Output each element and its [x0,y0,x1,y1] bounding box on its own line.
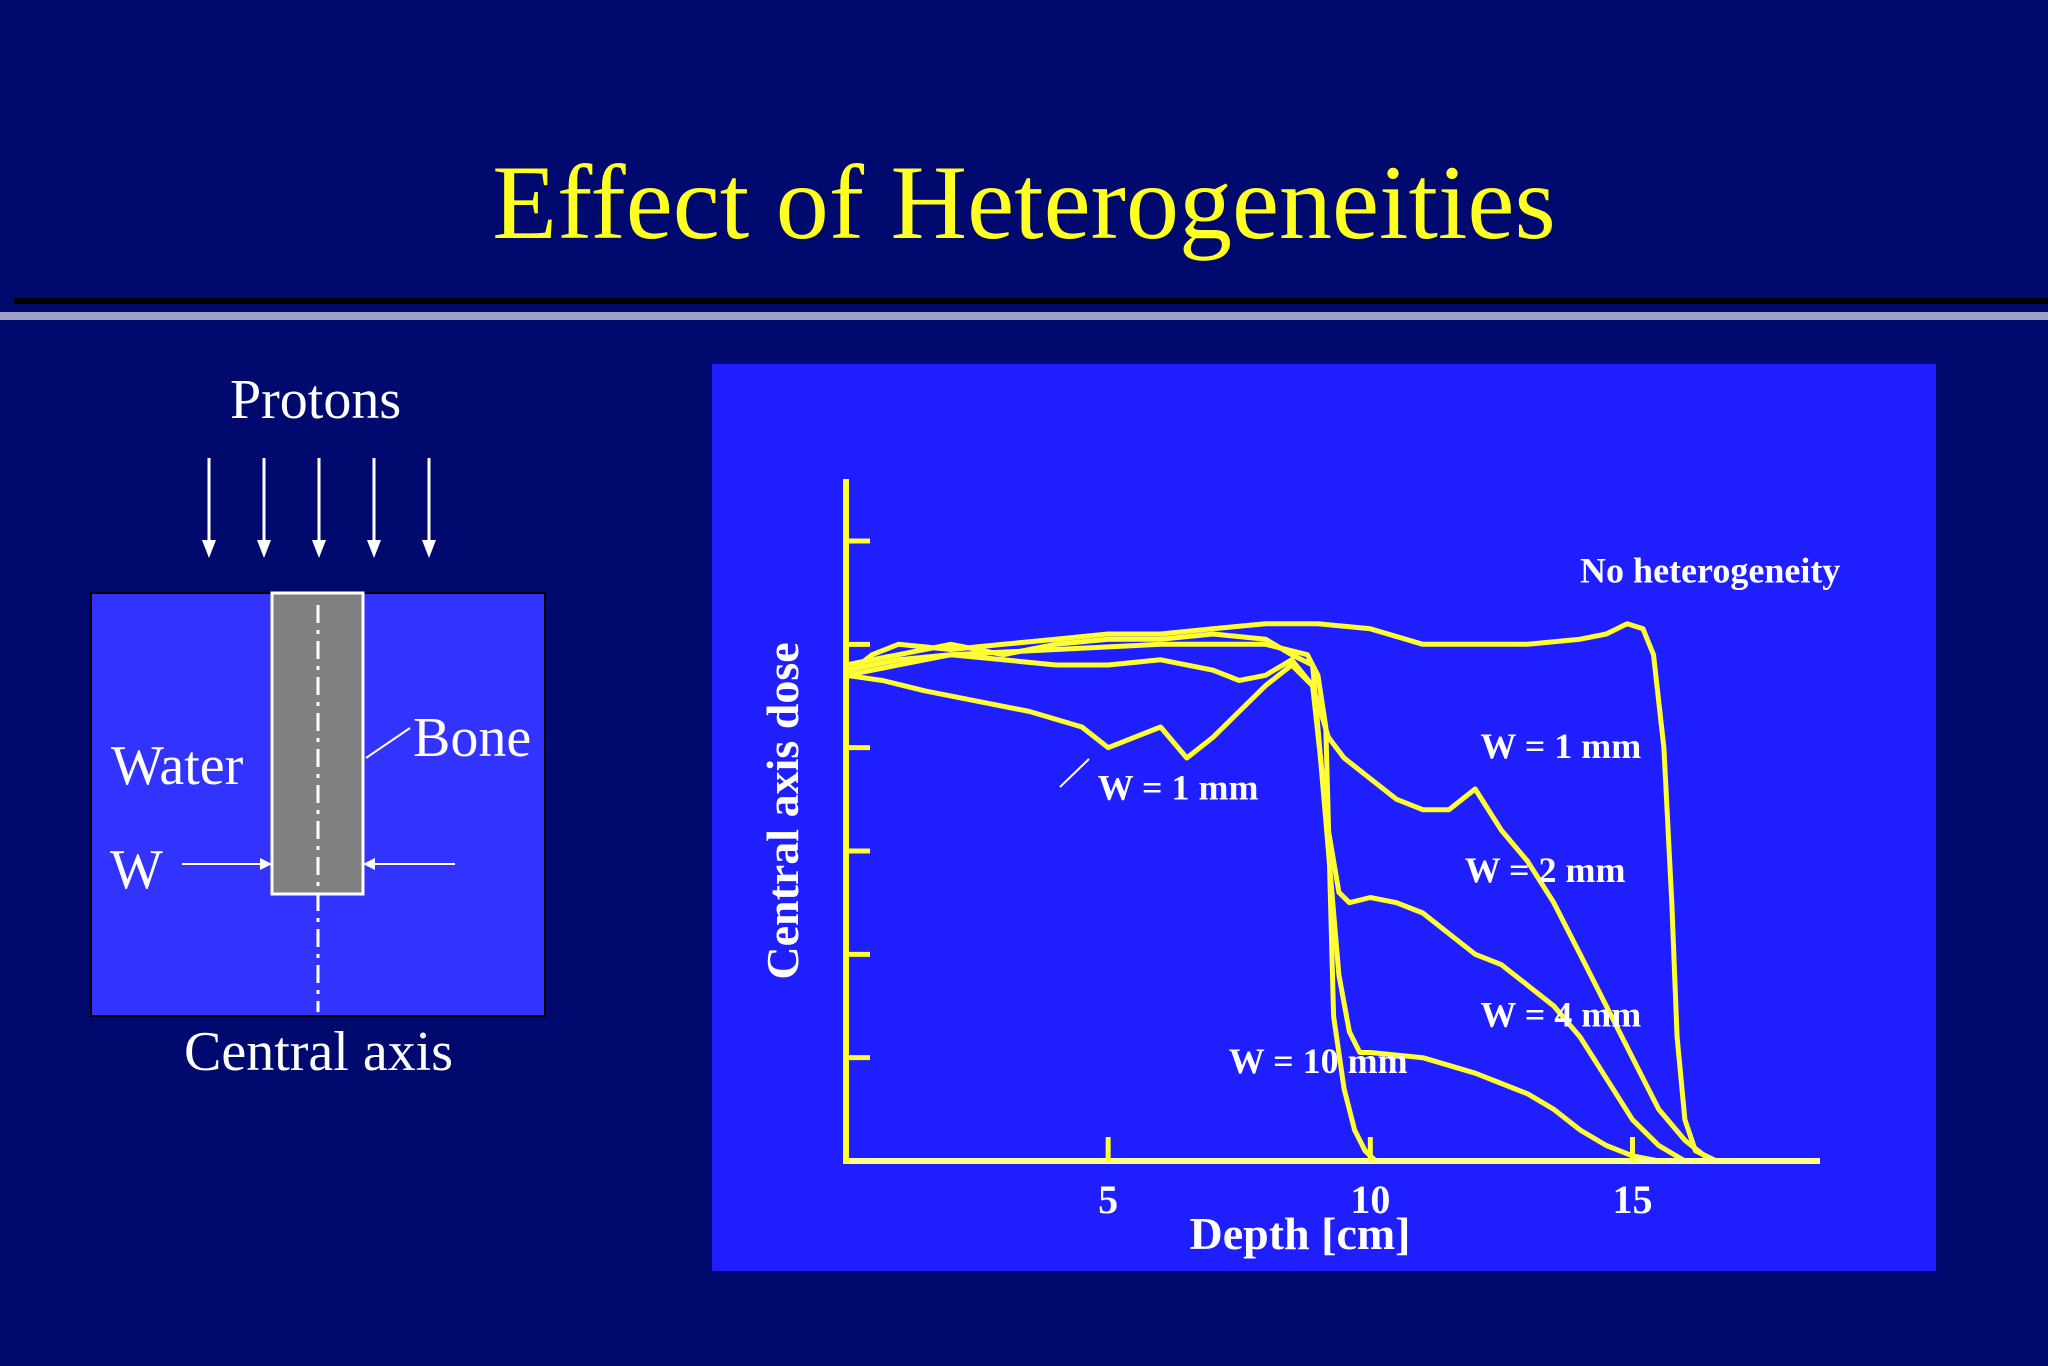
title-divider-light [0,312,2048,320]
w-right-arrowhead [363,858,375,870]
protons-label: Protons [230,369,402,431]
bone-insert [270,591,365,896]
proton-arrow-1 [202,458,216,558]
x-tick-label-10: 10 [1350,1177,1390,1222]
axes-layer: 5 10 15 [843,479,1820,1222]
title-divider-dark [14,298,2048,304]
series-line-no-heterogeneity [843,621,1719,1164]
w-width-label: W [110,839,163,901]
annotation-w-1-mm-3: W = 1 mm [1480,726,1641,766]
annotation-w-2-mm-4: W = 2 mm [1465,850,1626,890]
series-layer [843,621,1719,1164]
phantom-diagram [90,458,546,1017]
bone-pointer-line [365,727,411,759]
labels-layer: Depth [cm] Central axis dose [757,642,1411,1259]
series-line-w-10-mm [843,641,1379,1164]
bone-label: Bone [413,707,532,769]
annotation-w-10-mm-6: W = 10 mm [1229,1041,1408,1081]
w-left-arrowhead [260,858,272,870]
y-axis-label: Central axis dose [757,642,808,979]
proton-arrows [202,458,436,558]
proton-arrow-4 [367,458,381,558]
w1-pointer-line [1059,758,1090,788]
annotation-w-1-mm-2: W = 1 mm [1098,767,1259,807]
x-tick-label-15: 15 [1612,1177,1652,1222]
water-label: Water [111,735,244,797]
x-ticks: 5 10 15 [1098,1137,1652,1222]
proton-arrow-3 [312,458,326,558]
y-ticks [846,538,870,1061]
dose-chart: 5 10 15 Depth [cm] Central axis dose No he… [757,479,1841,1259]
slide-title: Effect of Heterogeneities [492,144,1556,261]
dose-chart-panel: 5 10 15 Depth [cm] Central axis dose No he… [712,364,1936,1271]
proton-arrow-5 [422,458,436,558]
central-axis-label: Central axis [184,1021,454,1083]
series-line-w-2-mm [843,652,1688,1164]
annotation-no-heterogeneity-1: No heterogeneity [1580,550,1840,590]
annotation-w-4-mm-5: W = 4 mm [1480,995,1641,1035]
annotation-layer: No heterogeneity W = 1 mm W = 1 mm W = 2 mm… [1098,550,1841,1081]
x-axis-label: Depth [cm] [1190,1208,1411,1259]
proton-arrow-2 [257,458,271,558]
series-line-w-4-mm [843,631,1662,1164]
x-tick-label-5: 5 [1098,1177,1118,1222]
